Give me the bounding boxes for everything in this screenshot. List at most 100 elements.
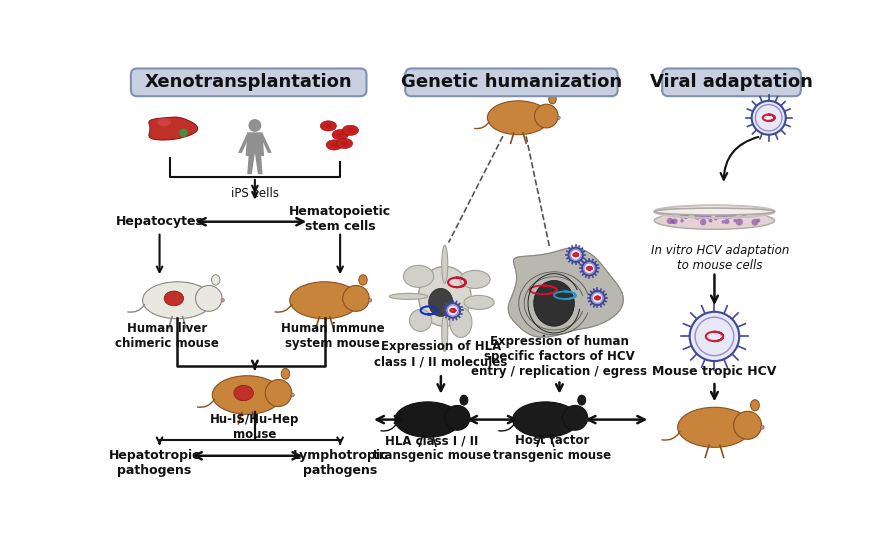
Ellipse shape: [290, 282, 359, 319]
Ellipse shape: [212, 376, 282, 414]
Circle shape: [582, 261, 597, 275]
Text: HLA class I / II
transgenic mouse: HLA class I / II transgenic mouse: [373, 434, 491, 462]
Circle shape: [446, 303, 460, 318]
Text: Mouse tropic HCV: Mouse tropic HCV: [652, 365, 777, 378]
Ellipse shape: [343, 125, 359, 135]
Ellipse shape: [211, 275, 220, 285]
Ellipse shape: [469, 418, 472, 421]
Circle shape: [591, 291, 605, 305]
Ellipse shape: [164, 291, 184, 306]
Ellipse shape: [336, 132, 343, 137]
Circle shape: [698, 211, 706, 218]
Ellipse shape: [265, 379, 292, 407]
Circle shape: [751, 219, 758, 226]
Ellipse shape: [460, 395, 468, 405]
Ellipse shape: [587, 418, 590, 421]
Polygon shape: [260, 133, 272, 153]
FancyBboxPatch shape: [405, 69, 617, 96]
Ellipse shape: [750, 399, 759, 411]
Circle shape: [698, 213, 705, 219]
Ellipse shape: [464, 295, 494, 310]
Text: Human immune
system mouse: Human immune system mouse: [281, 323, 384, 350]
Ellipse shape: [442, 245, 448, 283]
Text: Host factor
transgenic mouse: Host factor transgenic mouse: [492, 434, 611, 462]
Ellipse shape: [195, 286, 222, 311]
Circle shape: [742, 214, 747, 217]
Circle shape: [569, 248, 582, 262]
Ellipse shape: [368, 299, 372, 302]
Circle shape: [730, 210, 737, 217]
Ellipse shape: [409, 310, 432, 331]
Text: Genetic humanization: Genetic humanization: [401, 74, 622, 92]
Ellipse shape: [343, 286, 369, 311]
Circle shape: [706, 213, 711, 219]
Circle shape: [672, 219, 678, 225]
Ellipse shape: [395, 402, 460, 437]
Ellipse shape: [460, 270, 490, 288]
Ellipse shape: [326, 140, 343, 150]
Circle shape: [700, 219, 706, 225]
Ellipse shape: [157, 118, 171, 126]
Circle shape: [714, 217, 717, 221]
Ellipse shape: [558, 116, 560, 119]
Ellipse shape: [534, 104, 558, 128]
Circle shape: [681, 219, 684, 222]
Ellipse shape: [549, 94, 557, 104]
Circle shape: [683, 214, 689, 219]
Ellipse shape: [487, 101, 549, 135]
Ellipse shape: [442, 313, 448, 352]
Ellipse shape: [291, 393, 294, 397]
Ellipse shape: [533, 281, 574, 326]
Ellipse shape: [429, 288, 453, 317]
Ellipse shape: [445, 405, 470, 430]
Text: Hepatocytes: Hepatocytes: [116, 215, 203, 228]
Circle shape: [694, 213, 701, 220]
Circle shape: [708, 219, 713, 222]
Text: iPS cells: iPS cells: [231, 187, 279, 201]
Text: Xenotransplantation: Xenotransplantation: [145, 74, 352, 92]
Text: Human liver
chimeric mouse: Human liver chimeric mouse: [115, 323, 219, 350]
Text: In vitro HCV adaptation
to mouse cells: In vitro HCV adaptation to mouse cells: [650, 244, 789, 272]
Text: Lymphotropic
pathogens: Lymphotropic pathogens: [293, 449, 388, 477]
Ellipse shape: [359, 275, 368, 285]
Circle shape: [694, 211, 700, 217]
Circle shape: [690, 312, 739, 361]
Ellipse shape: [341, 141, 348, 146]
Text: Hepatotropic
pathogens: Hepatotropic pathogens: [108, 449, 200, 477]
Circle shape: [666, 217, 673, 224]
Ellipse shape: [281, 368, 290, 379]
Circle shape: [723, 214, 726, 217]
Circle shape: [714, 211, 723, 219]
Ellipse shape: [660, 212, 769, 225]
Text: Expression of HLA
class I / II molecules: Expression of HLA class I / II molecules: [375, 340, 508, 368]
Ellipse shape: [513, 402, 578, 437]
Circle shape: [752, 101, 786, 135]
Polygon shape: [245, 132, 264, 174]
Ellipse shape: [761, 425, 764, 429]
Circle shape: [736, 219, 743, 226]
Ellipse shape: [347, 128, 354, 132]
Ellipse shape: [234, 385, 253, 401]
Circle shape: [726, 214, 731, 219]
Circle shape: [701, 213, 708, 220]
Ellipse shape: [578, 395, 586, 405]
Circle shape: [722, 220, 725, 223]
Ellipse shape: [320, 121, 336, 131]
Ellipse shape: [563, 405, 588, 430]
Circle shape: [724, 219, 730, 224]
FancyBboxPatch shape: [662, 69, 801, 96]
Ellipse shape: [678, 407, 751, 447]
FancyBboxPatch shape: [131, 69, 367, 96]
Circle shape: [680, 214, 684, 219]
Ellipse shape: [332, 130, 348, 140]
Ellipse shape: [331, 143, 338, 147]
Text: Viral adaptation: Viral adaptation: [650, 74, 813, 92]
Ellipse shape: [655, 212, 774, 229]
Circle shape: [671, 220, 674, 224]
Ellipse shape: [655, 208, 774, 215]
Ellipse shape: [450, 307, 472, 337]
Polygon shape: [238, 133, 250, 153]
Circle shape: [733, 219, 737, 222]
Circle shape: [722, 213, 725, 217]
Ellipse shape: [325, 124, 332, 128]
